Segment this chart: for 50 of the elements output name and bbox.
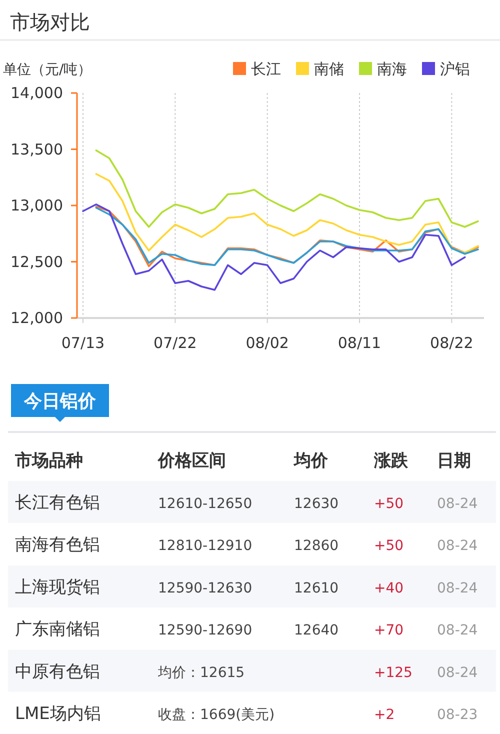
text: 08-24 [437,664,478,681]
text: 中原有色铝 [15,662,100,682]
chart-title: 市场对比 [10,10,90,34]
y-tick-label: 14,000 [10,84,63,102]
text: 12630 [294,496,339,512]
y-tick-label: 12,000 [10,309,63,327]
x-tick-label: 07/22 [154,334,197,352]
legend-label: 南储 [314,60,344,78]
x-tick-label: 07/13 [61,334,105,352]
text: 上海现货铝 [15,577,100,598]
text: +40 [374,580,404,596]
y-tick-label: 13,000 [10,196,63,214]
text: 12590-12690 [158,622,252,639]
text: +50 [374,538,404,554]
legend-label: 沪铝 [440,60,470,78]
text: 长江有色铝 [15,493,100,513]
text: 12860 [294,538,339,554]
text: 08-23 [437,707,478,723]
text: +50 [374,496,404,512]
text: +125 [374,664,412,681]
text: 今日铝价 [23,391,97,412]
text: 收盘：1669(美元) [158,707,275,723]
y-axis-title: 单位（元/吨） [3,62,92,78]
legend-label: 南海 [377,60,407,78]
category-label: 日期 [437,451,471,471]
legend-label: 长江 [251,60,281,78]
y-tick-label: 13,500 [10,140,63,158]
text: 08-24 [437,622,478,639]
category-label: 涨跌 [373,451,409,471]
text: LME场内铝 [15,704,101,724]
text: 南海有色铝 [15,535,100,556]
text: 08-24 [437,496,478,512]
text: 广东南储铝 [15,620,100,640]
x-tick-label: 08/02 [246,334,289,352]
category-label: 均价 [293,451,329,471]
text: +70 [374,622,404,639]
x-tick-label: 08/22 [430,334,474,352]
x-tick-label: 08/11 [338,334,382,352]
text: 12610 [294,580,339,596]
text: 12590-12630 [158,580,252,596]
y-tick-label: 12,500 [10,252,63,271]
text: 12810-12910 [158,538,252,554]
text: +2 [374,707,395,723]
text: 08-24 [437,538,478,554]
text: 12610-12650 [158,496,252,512]
category-label: 价格区间 [157,451,226,471]
text: 08-24 [437,580,478,596]
text: 均价：12615 [157,664,245,681]
category-label: 市场品种 [14,451,83,471]
text: 12640 [294,622,339,639]
